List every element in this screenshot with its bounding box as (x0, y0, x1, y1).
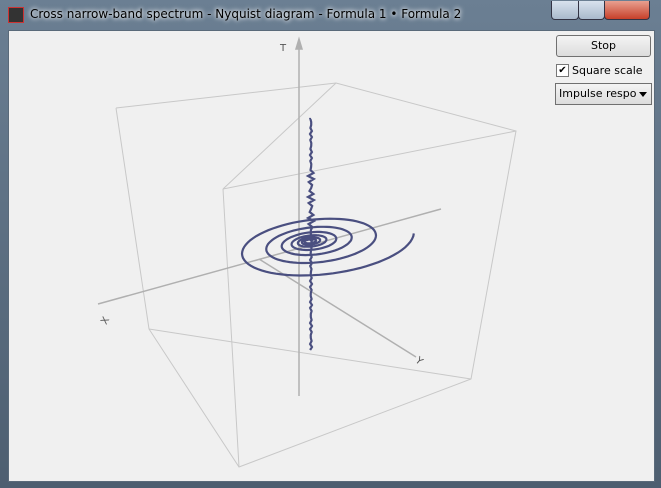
axis-label-t: T (279, 43, 287, 54)
checkbox-box[interactable]: ✔ (556, 64, 569, 77)
window-title: Cross narrow-band spectrum - Nyquist dia… (30, 7, 462, 21)
mode-dropdown[interactable]: Impulse respons (555, 83, 652, 105)
bounding-box (115, 82, 517, 468)
plot-3d: T X Y (97, 36, 517, 468)
nyquist-trace (240, 117, 415, 351)
client-area: T X Y Stop ✔ Square scale Impulse respon… (8, 30, 655, 482)
axes (97, 36, 442, 396)
app-icon (8, 7, 24, 23)
dropdown-text: Impulse respons (559, 87, 637, 100)
checkbox-label: Square scale (572, 64, 643, 77)
maximize-button[interactable] (578, 1, 605, 20)
title-bar: Cross narrow-band spectrum - Nyquist dia… (0, 0, 661, 30)
stop-button[interactable]: Stop (556, 35, 651, 57)
minimize-button[interactable] (551, 1, 579, 20)
square-scale-checkbox[interactable]: ✔ Square scale (556, 64, 643, 77)
close-button[interactable] (604, 1, 650, 20)
axis-label-x: X (99, 315, 112, 327)
